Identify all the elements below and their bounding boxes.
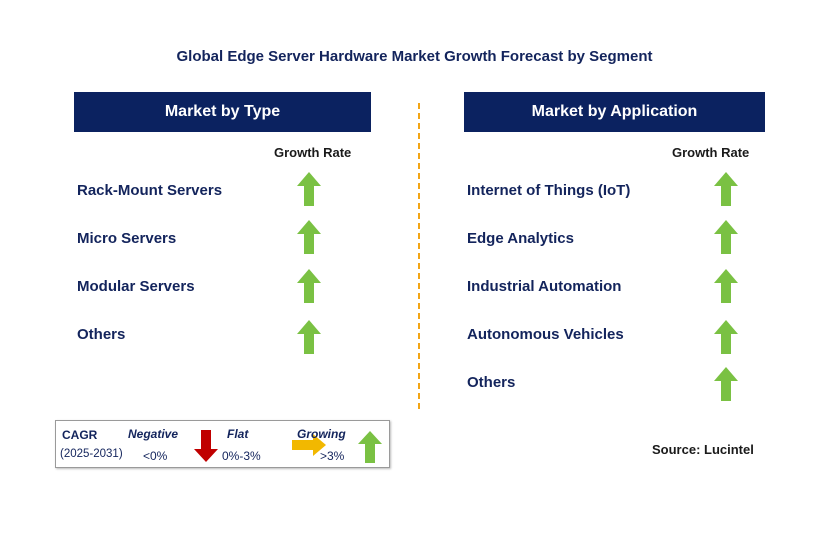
application-row-label: Autonomous Vehicles — [467, 326, 624, 343]
page-title: Global Edge Server Hardware Market Growt… — [176, 48, 653, 65]
source-label: Source: Lucintel — [652, 442, 754, 457]
flat-right-arrow-icon — [292, 434, 326, 456]
growing-arrow-icon — [714, 172, 738, 206]
legend-negative-range: <0% — [143, 449, 168, 463]
growing-arrow-icon — [714, 367, 738, 401]
legend-flat-range: 0%-3% — [222, 449, 261, 463]
legend-flat-label: Flat — [227, 427, 249, 441]
growing-arrow-icon — [297, 220, 321, 254]
growth-rate-label-application: Growth Rate — [672, 145, 750, 160]
type-row-label: Rack-Mount Servers — [77, 182, 223, 199]
growth-rate-label-type: Growth Rate — [274, 145, 352, 160]
legend-period: (2025-2031) — [60, 448, 123, 460]
type-row-label: Micro Servers — [77, 230, 177, 247]
market-by-application-header: Market by Application — [464, 92, 765, 132]
growing-arrow-icon — [297, 269, 321, 303]
panel-divider — [418, 103, 420, 409]
cagr-legend: CAGR (2025-2031) Negative <0% Flat 0%-3%… — [55, 420, 390, 468]
legend-growing-label: Growing — [297, 427, 346, 441]
application-row-label: Others — [467, 374, 516, 391]
growing-arrow-icon — [714, 320, 738, 354]
market-by-type-header: Market by Type — [74, 92, 371, 132]
type-row-label: Modular Servers — [77, 278, 195, 295]
legend-negative-label: Negative — [128, 427, 179, 441]
negative-down-arrow-icon — [194, 430, 218, 462]
application-row-label: Edge Analytics — [467, 230, 574, 247]
growing-arrow-icon — [714, 269, 738, 303]
legend-cagr-label: CAGR — [62, 428, 98, 442]
growing-arrow-icon — [714, 220, 738, 254]
growing-up-arrow-icon — [358, 431, 382, 463]
growing-arrow-icon — [297, 172, 321, 206]
growing-arrow-icon — [297, 320, 321, 354]
legend-growing-range: >3% — [320, 449, 345, 463]
type-row-label: Others — [77, 326, 126, 343]
application-row-label: Industrial Automation — [467, 278, 622, 295]
application-row-label: Internet of Things (IoT) — [467, 182, 631, 199]
